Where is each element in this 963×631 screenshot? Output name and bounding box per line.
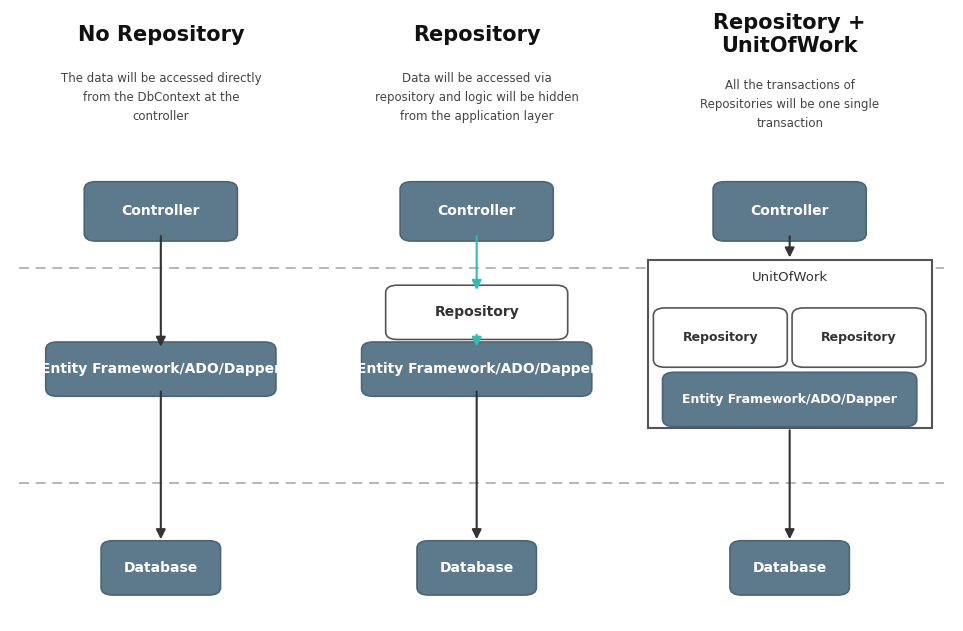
FancyBboxPatch shape: [385, 285, 567, 339]
Text: Entity Framework/ADO/Dapper: Entity Framework/ADO/Dapper: [356, 362, 597, 376]
Text: Controller: Controller: [121, 204, 200, 218]
FancyBboxPatch shape: [654, 308, 788, 367]
Bar: [648, 260, 932, 428]
FancyBboxPatch shape: [101, 541, 221, 595]
Text: Database: Database: [752, 561, 827, 575]
FancyBboxPatch shape: [85, 182, 238, 241]
FancyBboxPatch shape: [401, 182, 553, 241]
Text: Repository: Repository: [413, 25, 540, 45]
Text: Entity Framework/ADO/Dapper: Entity Framework/ADO/Dapper: [682, 393, 898, 406]
Text: Repository +
UnitOfWork: Repository + UnitOfWork: [714, 13, 866, 56]
Text: Data will be accessed via
repository and logic will be hidden
from the applicati: Data will be accessed via repository and…: [375, 73, 579, 123]
FancyBboxPatch shape: [792, 308, 925, 367]
FancyBboxPatch shape: [417, 541, 536, 595]
Text: Controller: Controller: [750, 204, 829, 218]
FancyBboxPatch shape: [663, 372, 917, 427]
Text: Entity Framework/ADO/Dapper: Entity Framework/ADO/Dapper: [40, 362, 281, 376]
FancyBboxPatch shape: [46, 342, 275, 396]
Text: Database: Database: [439, 561, 514, 575]
FancyBboxPatch shape: [730, 541, 849, 595]
Text: Database: Database: [123, 561, 198, 575]
Text: UnitOfWork: UnitOfWork: [751, 271, 828, 285]
Text: Repository: Repository: [434, 305, 519, 319]
Text: Controller: Controller: [437, 204, 516, 218]
FancyBboxPatch shape: [713, 182, 867, 241]
Text: All the transactions of
Repositories will be one single
transaction: All the transactions of Repositories wil…: [700, 79, 879, 129]
FancyBboxPatch shape: [362, 342, 592, 396]
Text: Repository: Repository: [821, 331, 897, 344]
Text: No Repository: No Repository: [77, 25, 245, 45]
Text: The data will be accessed directly
from the DbContext at the
controller: The data will be accessed directly from …: [61, 73, 261, 123]
Text: Repository: Repository: [683, 331, 758, 344]
